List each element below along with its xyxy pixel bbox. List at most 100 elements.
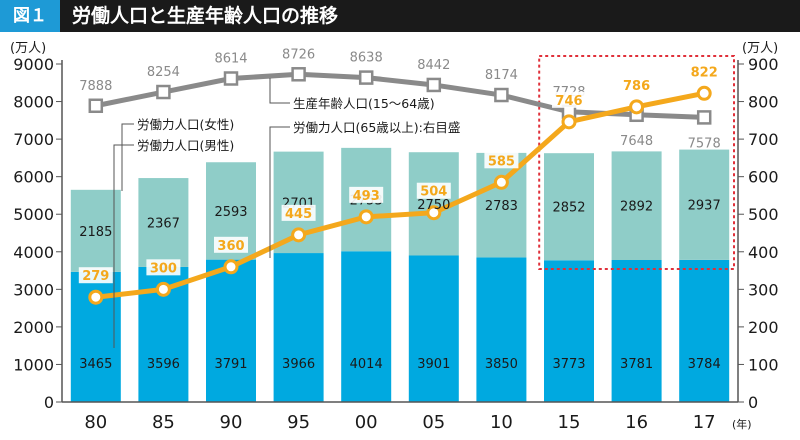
- over65-point: [696, 85, 712, 101]
- male-value-label: 4014: [350, 357, 383, 372]
- working-age-value-label: 7888: [79, 79, 112, 94]
- x-unit-label: (年): [732, 417, 752, 431]
- left-tick-label: 9000: [13, 55, 54, 74]
- over65-label-bg: [78, 267, 113, 284]
- over65-label-bg: [214, 236, 248, 253]
- working-age-value-label: 7648: [620, 134, 653, 149]
- bar-male: [544, 260, 594, 402]
- over65-value-label: 746: [555, 94, 582, 109]
- legend-leader-male: [113, 144, 134, 348]
- over65-point: [561, 114, 577, 130]
- over65-point: [426, 205, 442, 221]
- right-unit-label: (万人): [742, 41, 778, 56]
- legend-leader-over65: [269, 126, 290, 258]
- female-value-label: 2937: [688, 199, 721, 214]
- legend-male: 労働力人口(男性): [137, 138, 234, 153]
- right-tick-label: 400: [748, 243, 779, 262]
- working-age-point: [358, 70, 374, 85]
- working-age-value-label: 8442: [417, 58, 450, 73]
- working-age-value-label: 8638: [350, 51, 383, 66]
- working-age-point: [426, 77, 442, 93]
- x-tick-label: 85: [152, 412, 175, 433]
- working-age-value-label: 8254: [147, 65, 180, 80]
- right-tick-label: 600: [748, 168, 779, 187]
- figure-title: 労働人口と生産年齢人口の推移: [72, 5, 339, 27]
- male-value-label: 3596: [147, 357, 180, 372]
- bar-female: [138, 178, 189, 267]
- over65-label-bg: [687, 63, 722, 80]
- working-age-point: [696, 110, 712, 125]
- figure-badge: 図１: [0, 0, 60, 32]
- left-tick-label: 3000: [13, 280, 54, 299]
- bar-male: [476, 257, 527, 402]
- legend-leader-working-age: [269, 78, 290, 104]
- over65-point: [223, 259, 239, 275]
- left-tick-label: 6000: [13, 168, 54, 187]
- over65-point: [88, 289, 104, 305]
- male-value-label: 3773: [552, 357, 585, 372]
- left-tick-label: 0: [44, 393, 54, 412]
- left-tick-label: 7000: [13, 130, 54, 149]
- working-age-point: [291, 67, 306, 82]
- legend-working-age: 生産年齢人口(15〜64歳): [293, 96, 435, 111]
- over65-point: [629, 99, 645, 115]
- right-tick-label: 700: [748, 130, 779, 149]
- male-value-label: 3465: [79, 357, 112, 372]
- x-tick-label: 80: [84, 412, 107, 433]
- left-tick-label: 4000: [13, 243, 54, 262]
- x-tick-label: 15: [558, 412, 581, 433]
- female-value-label: 2367: [147, 217, 180, 232]
- female-value-label: 2852: [552, 201, 585, 216]
- male-value-label: 3784: [688, 357, 721, 372]
- left-tick-label: 5000: [13, 205, 54, 224]
- x-tick-label: 00: [355, 412, 378, 433]
- female-value-label: 2593: [214, 205, 247, 220]
- labels-group: 3465218535962367379125933966270140142753…: [78, 47, 722, 372]
- x-tick-label: 05: [422, 412, 445, 433]
- over65-label-bg: [552, 91, 586, 108]
- bar-female: [544, 153, 594, 261]
- left-tick-label: 2000: [13, 318, 54, 337]
- right-tick-label: 900: [748, 55, 779, 74]
- over65-label-bg: [146, 259, 181, 276]
- x-tick-label: 10: [490, 412, 513, 433]
- female-value-label: 2892: [620, 200, 653, 215]
- female-value-label: 2185: [79, 225, 112, 240]
- over65-label-bg: [281, 204, 316, 221]
- x-tick-label: 17: [693, 412, 716, 433]
- legend-leader-female: [121, 123, 134, 191]
- left-tick-label: 8000: [13, 93, 54, 112]
- over65-label-bg: [484, 152, 519, 169]
- over65-value-label: 504: [420, 185, 447, 200]
- over65-value-label: 445: [285, 207, 312, 222]
- legend-female: 労働力人口(女性): [137, 117, 234, 132]
- female-value-label: 2750: [417, 198, 450, 213]
- male-value-label: 3966: [282, 357, 315, 372]
- bar-male: [408, 255, 459, 402]
- right-tick-label: 200: [748, 318, 779, 337]
- over65-value-label: 279: [82, 269, 109, 284]
- left-tick-label: 1000: [13, 355, 54, 374]
- over65-value-label: 493: [353, 189, 380, 204]
- male-value-label: 3781: [620, 357, 653, 372]
- right-tick-label: 300: [748, 280, 779, 299]
- bar-female: [611, 151, 662, 261]
- working-age-point: [223, 71, 239, 86]
- bar-female: [679, 149, 730, 260]
- x-tick-label: 95: [287, 412, 310, 433]
- female-value-label: 2783: [485, 199, 518, 214]
- over65-line: [95, 90, 705, 300]
- right-tick-label: 800: [748, 93, 779, 112]
- working-age-point: [156, 84, 171, 100]
- left-unit-label: (万人): [10, 41, 46, 56]
- over65-label-bg: [619, 76, 654, 93]
- lines-group: [88, 67, 712, 305]
- over65-label-bg: [349, 186, 384, 203]
- over65-value-label: 300: [150, 261, 177, 276]
- axes-group: 0 1000 2000 3000 4000 5000 6000 7000 8000 900 00 10…: [10, 41, 779, 433]
- bar-male: [611, 260, 662, 402]
- x-tick-label: 16: [625, 412, 648, 433]
- right-tick-label: 500: [748, 205, 779, 224]
